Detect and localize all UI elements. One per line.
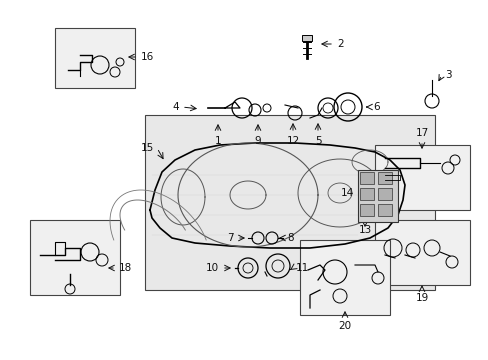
Text: 9: 9: [254, 136, 261, 146]
Bar: [377, 172, 391, 184]
Text: 14: 14: [340, 188, 353, 198]
Bar: [377, 204, 391, 216]
Text: 2: 2: [336, 39, 343, 49]
Text: 19: 19: [414, 293, 428, 303]
Bar: [357, 170, 397, 222]
Text: 10: 10: [205, 263, 219, 273]
Bar: [299, 240, 389, 315]
Text: 15: 15: [141, 143, 154, 153]
Bar: [30, 220, 120, 295]
Text: 13: 13: [358, 225, 371, 235]
Text: 6: 6: [372, 102, 379, 112]
Text: 16: 16: [141, 52, 154, 62]
Text: 18: 18: [119, 263, 132, 273]
Text: 8: 8: [286, 233, 293, 243]
Text: 3: 3: [444, 70, 451, 80]
Bar: [55, 28, 135, 88]
Bar: [359, 204, 373, 216]
Bar: [359, 188, 373, 200]
Text: 4: 4: [172, 102, 179, 112]
Text: 20: 20: [338, 321, 351, 331]
Bar: [145, 115, 434, 290]
Bar: [302, 35, 311, 41]
Text: 17: 17: [414, 128, 428, 138]
Text: 12: 12: [286, 136, 299, 146]
Bar: [374, 220, 469, 285]
Text: 5: 5: [314, 136, 321, 146]
Text: 7: 7: [227, 233, 234, 243]
Bar: [374, 145, 469, 210]
Bar: [377, 188, 391, 200]
Bar: [359, 172, 373, 184]
Text: 1: 1: [214, 136, 221, 146]
Text: 11: 11: [295, 263, 308, 273]
